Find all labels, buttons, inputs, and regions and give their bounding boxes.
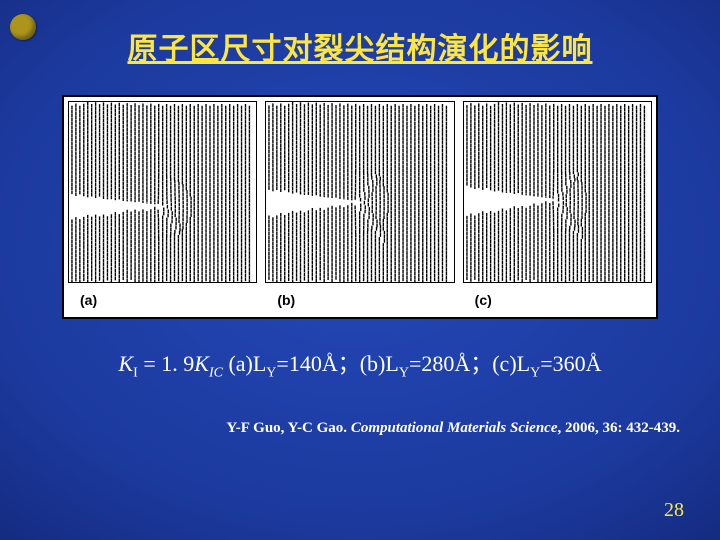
figure-panels xyxy=(64,97,656,287)
caption-K1: K xyxy=(118,351,133,376)
caption-bL-sub: Y xyxy=(399,365,409,380)
panel-label-a: (a) xyxy=(64,287,261,317)
caption-c-val: =360Å xyxy=(540,351,601,376)
caption-aL: (a)L xyxy=(223,351,266,376)
figure: (a)(b)(c) xyxy=(62,95,658,319)
caption-aL-sub: Y xyxy=(266,365,276,380)
citation-authors: Y-F Guo, Y-C Gao. xyxy=(226,420,350,436)
panel-label-b: (b) xyxy=(261,287,458,317)
caption-cL-sub: Y xyxy=(530,365,540,380)
slide-title: 原子区尺寸对裂尖结构演化的影响 xyxy=(0,24,720,68)
caption-a-val: =140Å；(b)L xyxy=(276,351,398,376)
caption-b-val: =280Å；(c)L xyxy=(409,351,530,376)
caption-eq: = 1. 9 xyxy=(138,351,194,376)
panel-b xyxy=(265,101,454,283)
citation: Y-F Guo, Y-C Gao. Computational Material… xyxy=(0,420,680,437)
panel-a xyxy=(68,101,257,283)
panel-c xyxy=(463,101,652,283)
citation-journal: Computational Materials Science xyxy=(351,420,558,436)
caption-K2-sub: IC xyxy=(209,365,223,380)
figure-labels: (a)(b)(c) xyxy=(64,287,656,317)
figure-caption: KI = 1. 9KIC (a)LY=140Å；(b)LY=280Å；(c)LY… xyxy=(0,346,720,381)
panel-label-c: (c) xyxy=(459,287,656,317)
caption-K2: K xyxy=(194,351,209,376)
slide: 原子区尺寸对裂尖结构演化的影响 (a)(b)(c) KI = 1. 9KIC (… xyxy=(0,0,720,540)
page-number: 28 xyxy=(664,499,684,522)
citation-rest: , 2006, 36: 432-439. xyxy=(558,420,681,436)
